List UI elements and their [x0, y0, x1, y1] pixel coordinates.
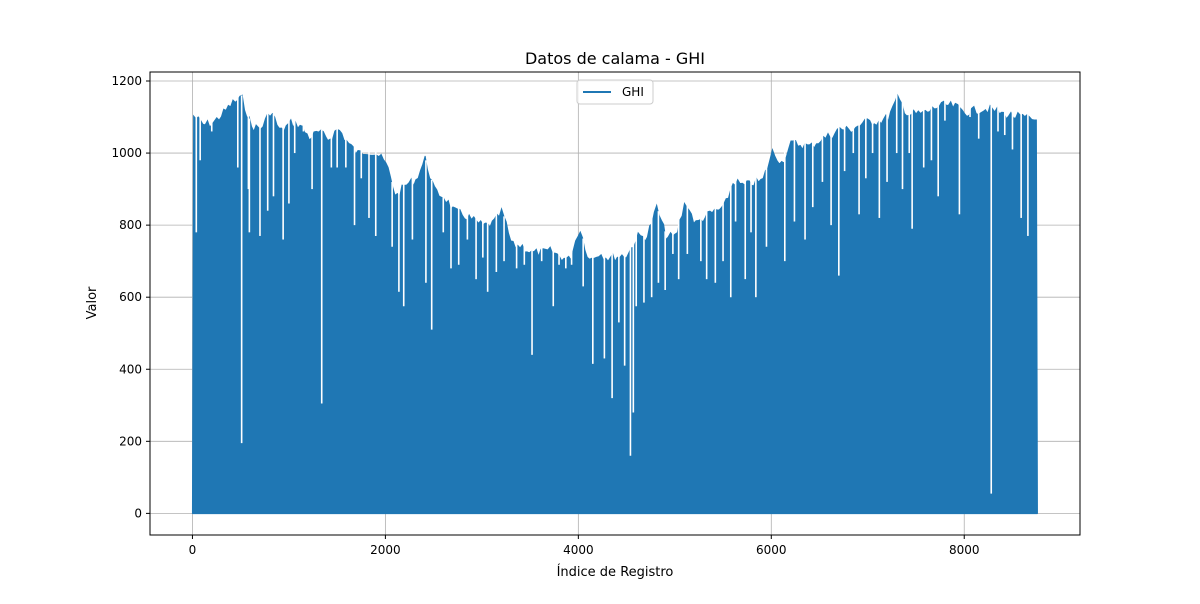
axis-ticks: 0 2000 4000 6000 8000 0 200 400 600 800 1000 1200 [111, 74, 979, 557]
x-tick-label: 0 [189, 543, 197, 557]
x-axis-label: Índice de Registro [557, 564, 674, 580]
legend-box [576, 79, 654, 105]
y-tick-label: 200 [119, 434, 142, 448]
y-tick-label: 800 [119, 218, 142, 232]
legend: GHI [576, 79, 654, 105]
y-axis-label: Valor [85, 286, 100, 319]
x-tick-label: 4000 [563, 543, 594, 557]
legend-label-ghi: GHI [622, 85, 644, 99]
y-tick-label: 600 [119, 290, 142, 304]
x-tick-label: 2000 [370, 543, 401, 557]
axes-frame [149, 71, 1081, 536]
x-tick-label: 6000 [756, 543, 787, 557]
plot-area [191, 92, 1038, 515]
y-tick-label: 1200 [111, 74, 142, 88]
x-tick-label: 8000 [949, 543, 980, 557]
y-tick-label: 0 [134, 506, 142, 520]
y-tick-label: 1000 [111, 146, 142, 160]
chart-title: Datos de calama - GHI [525, 49, 705, 68]
y-tick-label: 400 [119, 362, 142, 376]
